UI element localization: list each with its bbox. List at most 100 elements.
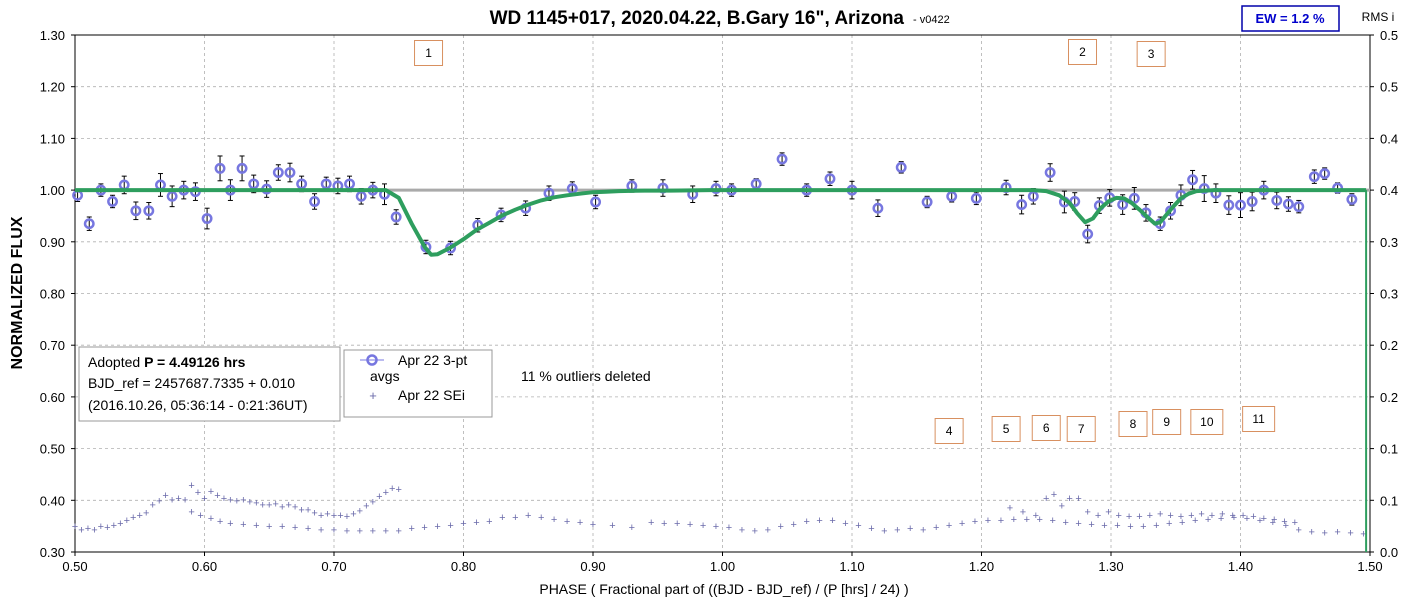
sei-point: + — [383, 487, 389, 499]
sei-point: + — [370, 496, 376, 508]
sei-point: + — [1114, 520, 1120, 532]
sei-point: + — [1209, 510, 1215, 522]
avg-point — [236, 162, 248, 174]
sei-point: + — [227, 518, 233, 530]
avg-point — [355, 190, 367, 202]
legend-avg-marker — [366, 354, 378, 366]
sei-point: + — [778, 521, 784, 533]
dip-markers: 1 2 3 4 5 6 7 8 9 10 11 — [414, 39, 1276, 444]
sei-point: + — [1062, 517, 1068, 529]
sei-point: + — [1250, 511, 1256, 523]
y2-axis-label: RMS i — [1362, 10, 1395, 24]
sei-point: + — [421, 522, 427, 534]
sei-point: + — [169, 494, 175, 506]
avg-point — [1044, 167, 1056, 178]
sei-point: + — [318, 510, 324, 522]
sei-point: + — [227, 494, 233, 506]
sei-point: + — [765, 524, 771, 536]
sei-point: + — [1230, 510, 1236, 522]
sei-point: + — [117, 518, 123, 530]
sei-point: + — [1024, 514, 1030, 526]
x-tick-label: 1.00 — [710, 559, 735, 574]
sei-point: + — [253, 520, 259, 532]
sei-point: + — [1257, 515, 1263, 527]
sei-point: + — [726, 522, 732, 534]
avg-point — [590, 196, 602, 208]
sei-point: + — [324, 509, 330, 521]
sei-point: + — [1147, 510, 1153, 522]
sei-point: + — [344, 511, 350, 523]
dip-marker-box — [1118, 411, 1148, 437]
sei-point: + — [370, 525, 376, 537]
sei-point: + — [311, 508, 317, 520]
sei-point: + — [920, 524, 926, 536]
y2-tick-label: 0.2 — [1380, 390, 1398, 405]
sei-point: + — [1051, 489, 1057, 501]
dip-marker-box — [1031, 415, 1061, 441]
avg-point — [970, 192, 982, 204]
sei-point: + — [629, 522, 635, 534]
sei-point: + — [182, 494, 188, 506]
dip-marker-label: 4 — [946, 424, 953, 438]
sei-point: + — [538, 512, 544, 524]
info-period: P = 4.49126 hrs — [144, 354, 246, 370]
sei-point: + — [344, 525, 350, 537]
sei-point: + — [933, 522, 939, 534]
sei-point: + — [894, 524, 900, 536]
sei-point: + — [266, 499, 272, 511]
sei-point: + — [946, 520, 952, 532]
sei-point: + — [363, 500, 369, 512]
avg-point — [921, 196, 933, 208]
sei-point: + — [1116, 510, 1122, 522]
sei-point: + — [791, 519, 797, 531]
sei-point: + — [1218, 513, 1224, 525]
dip-marker-label: 1 — [425, 46, 432, 60]
x-tick-label: 1.40 — [1228, 559, 1253, 574]
sei-point: + — [337, 510, 343, 522]
sei-point: + — [1075, 493, 1081, 505]
y2-tick-label: 0.3 — [1380, 287, 1398, 302]
sei-point: + — [739, 524, 745, 536]
dip-marker-label: 3 — [1148, 47, 1155, 61]
y-tick-label: 1.30 — [40, 28, 65, 43]
sei-point: + — [305, 523, 311, 535]
sei-point: + — [998, 515, 1004, 527]
sei-point: + — [376, 491, 382, 503]
sei-point: + — [1270, 517, 1276, 529]
sei-point: + — [137, 510, 143, 522]
sei-point: + — [473, 517, 479, 529]
sei-point: + — [217, 516, 223, 528]
avg-point — [1293, 201, 1305, 213]
sei-point: + — [1334, 526, 1340, 538]
sei-point: + — [700, 520, 706, 532]
sei-point: + — [1066, 493, 1072, 505]
sei-point: + — [234, 495, 240, 507]
sei-point: + — [842, 518, 848, 530]
avg-point — [272, 167, 284, 178]
y-tick-label: 1.20 — [40, 80, 65, 95]
sei-point: + — [512, 512, 518, 524]
sei-point: + — [1059, 500, 1065, 512]
sei-point: + — [298, 505, 304, 517]
sei-point: + — [208, 486, 214, 498]
sei-point: + — [1088, 519, 1094, 531]
y-tick-label: 0.50 — [40, 442, 65, 457]
avg-point — [1117, 199, 1129, 211]
sei-point: + — [124, 515, 130, 527]
x-tick-label: 0.90 — [580, 559, 605, 574]
chart-title: WD 1145+017, 2020.04.22, B.Gary 16", Ari… — [490, 8, 905, 29]
x-axis-label: PHASE ( Fractional part of ((BJD - BJD_r… — [539, 581, 908, 597]
sei-point: + — [195, 487, 201, 499]
sei-point: + — [111, 520, 117, 532]
avg-point — [1282, 198, 1294, 210]
avg-point — [1308, 171, 1320, 183]
legend-sei-marker: + — [369, 388, 377, 403]
y2-tick-labels: 0.0 0.1 0.1 0.2 0.2 0.3 0.3 0.4 0.4 0.5 0.5 — [1370, 28, 1398, 560]
sei-point: + — [855, 520, 861, 532]
sei-point: + — [208, 513, 214, 525]
sei-point: + — [1101, 520, 1107, 532]
x-tick-label: 0.80 — [451, 559, 476, 574]
dip-marker-box — [991, 416, 1021, 442]
sei-point: + — [1105, 507, 1111, 519]
avg-point — [1187, 174, 1199, 186]
